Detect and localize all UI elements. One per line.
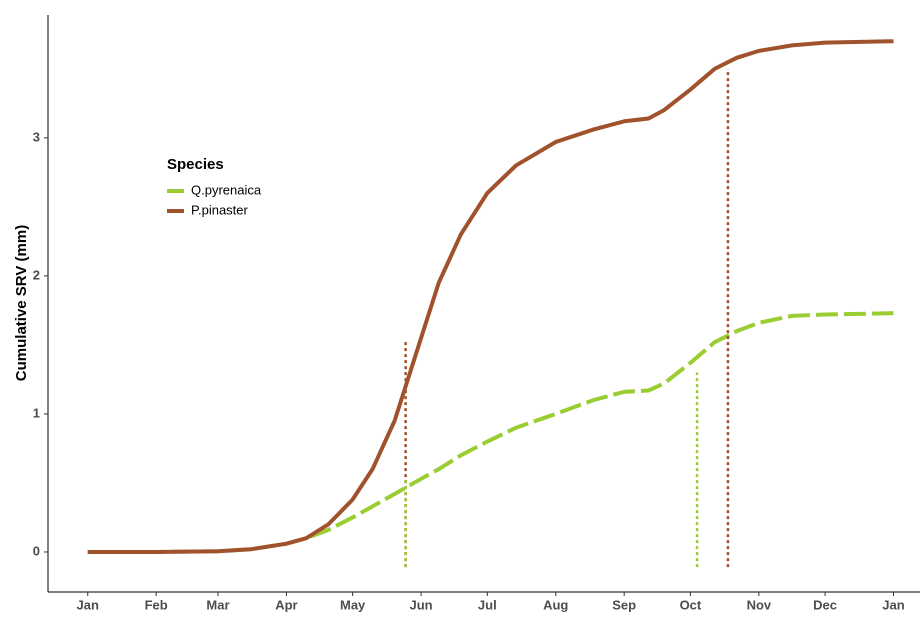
x-tick-label: Jan bbox=[77, 597, 99, 612]
x-tick-label: Jul bbox=[478, 597, 497, 612]
x-tick-label: Apr bbox=[275, 597, 297, 612]
line bbox=[87, 39, 894, 554]
x-tick-label: Oct bbox=[680, 597, 702, 612]
y-tick-label: 2 bbox=[33, 267, 40, 282]
x-tick-label: Sep bbox=[612, 597, 636, 612]
y-tick-label: 1 bbox=[33, 405, 40, 420]
x-tick-label: Jan bbox=[882, 597, 904, 612]
x-tick-label: Dec bbox=[813, 597, 837, 612]
x-tick-label: Aug bbox=[543, 597, 568, 612]
x-tick-label: Nov bbox=[747, 597, 772, 612]
line bbox=[87, 311, 894, 554]
x-tick-label: Feb bbox=[145, 597, 168, 612]
legend-title: Species bbox=[167, 156, 224, 173]
y-tick-label: 0 bbox=[33, 543, 40, 558]
x-tick-label: Jun bbox=[410, 597, 433, 612]
x-tick-label: May bbox=[340, 597, 366, 612]
y-tick-label: 3 bbox=[33, 129, 40, 144]
x-tick-label: Mar bbox=[206, 597, 229, 612]
legend-label: Q.pyrenaica bbox=[191, 182, 262, 197]
y-axis-label: Cumulative SRV (mm) bbox=[13, 225, 30, 381]
legend-label: P.pinaster bbox=[191, 202, 249, 217]
